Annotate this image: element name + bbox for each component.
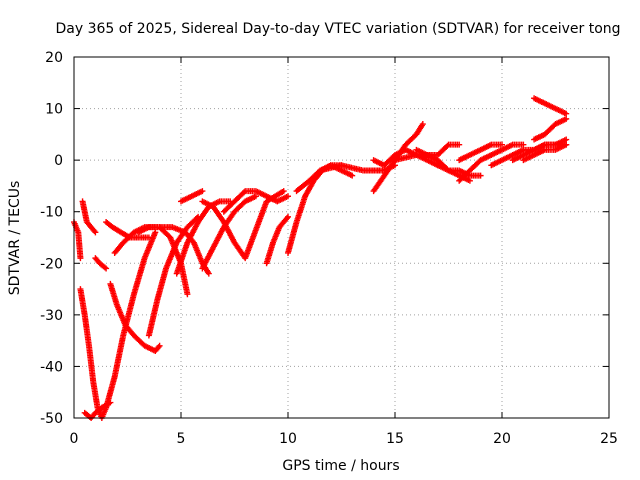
- x-tick-label: 20: [493, 431, 511, 447]
- series-arc-d: [103, 219, 152, 241]
- data-point: [252, 193, 259, 200]
- data-point: [563, 110, 570, 117]
- data-point: [156, 342, 163, 349]
- data-layer: [71, 95, 570, 421]
- data-point: [349, 172, 356, 179]
- data-point: [285, 213, 291, 220]
- series-arc-s: [285, 162, 345, 256]
- series-arc-h: [107, 280, 163, 354]
- data-point: [499, 141, 505, 148]
- x-tick-label: 10: [279, 431, 297, 447]
- x-axis-label: GPS time / hours: [282, 458, 399, 474]
- data-point: [101, 264, 108, 271]
- data-point: [184, 291, 191, 298]
- series-arc-r: [263, 213, 291, 267]
- series-arc-n: [178, 188, 206, 205]
- y-tick-label: -50: [40, 411, 63, 427]
- series-arc-p: [199, 188, 287, 262]
- y-tick-label: -20: [40, 256, 63, 272]
- data-point: [563, 141, 570, 148]
- series-arc-af: [531, 115, 570, 143]
- series-arc-b: [79, 198, 99, 236]
- data-point: [444, 142, 451, 149]
- data-point: [241, 189, 248, 196]
- x-tick-label: 15: [386, 431, 404, 447]
- data-point: [280, 188, 287, 195]
- series-arc-ab: [456, 141, 505, 164]
- data-point: [285, 193, 291, 200]
- chart-title: Day 365 of 2025, Sidereal Day-to-day VTE…: [55, 21, 620, 37]
- data-point: [563, 136, 570, 143]
- y-axis-label: SDTVAR / TECUs: [7, 181, 23, 296]
- y-tick-label: 0: [54, 153, 63, 169]
- data-point: [152, 229, 159, 236]
- series-arc-a: [71, 219, 84, 262]
- x-tick-label: 5: [177, 431, 186, 447]
- series-arc-ag: [520, 141, 570, 164]
- grid-layer: [74, 57, 609, 418]
- series-arc-g: [103, 229, 159, 411]
- data-point: [77, 255, 84, 262]
- x-tick-label: 25: [600, 431, 618, 447]
- data-point: [477, 172, 484, 179]
- series-arc-e: [77, 286, 110, 421]
- data-point: [466, 177, 473, 184]
- y-tick-label: -10: [40, 205, 63, 221]
- x-tick-label: 0: [70, 431, 79, 447]
- data-point: [520, 141, 527, 148]
- data-point: [103, 265, 110, 272]
- series-arc-q: [220, 188, 291, 215]
- plot-frame: [73, 56, 610, 419]
- data-point: [283, 215, 290, 222]
- series-arc-aa: [456, 141, 527, 184]
- data-point: [205, 270, 212, 277]
- data-point: [419, 121, 426, 128]
- data-point: [456, 141, 463, 148]
- y-tick-label: -40: [40, 359, 63, 375]
- data-point: [92, 229, 99, 236]
- data-point: [199, 188, 206, 195]
- y-tick-label: 20: [45, 50, 63, 66]
- y-tick-label: 10: [45, 102, 63, 118]
- series-arc-l: [173, 198, 234, 277]
- data-point: [155, 344, 162, 351]
- series-arc-c: [92, 255, 110, 272]
- series-arc-o: [199, 193, 259, 272]
- tick-layer: 0 5 10 15 20 25 -50 -40 -30 -20 -10 0 10 20: [40, 50, 618, 447]
- data-point: [563, 115, 570, 122]
- data-point: [91, 228, 98, 235]
- y-tick-label: -30: [40, 308, 63, 324]
- series-arc-ae: [531, 95, 570, 117]
